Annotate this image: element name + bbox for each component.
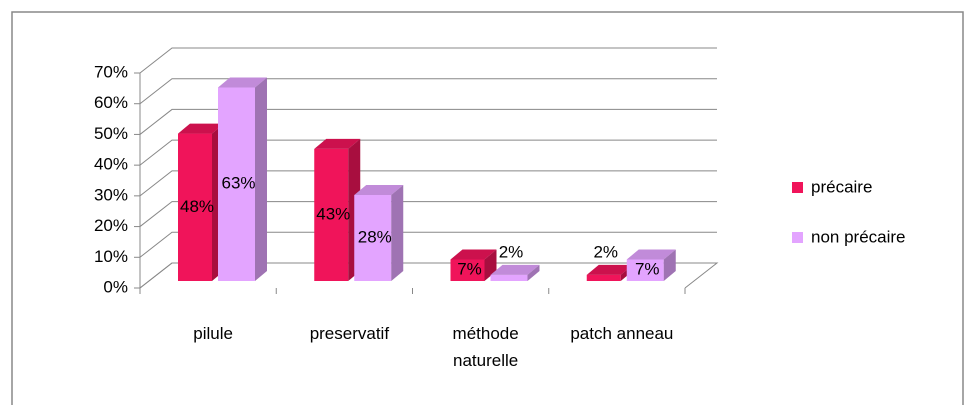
y-tick-label: 50% [94,124,128,143]
grid-line [139,201,717,227]
bar [178,123,224,281]
legend-swatch [792,232,803,243]
value-label: 28% [358,227,392,246]
value-label: 2% [593,242,618,261]
legend-label: précaire [811,177,872,196]
y-tick-label: 30% [94,185,128,204]
y-tick-label: 10% [94,247,128,266]
bar [626,249,676,281]
grid-line [139,47,717,74]
value-label: 48% [180,197,214,216]
x-tick-label: pilule [193,324,233,343]
y-tick-label: 60% [94,93,128,112]
value-label: 7% [635,260,660,279]
y-tick-label: 70% [94,62,128,81]
y-tick-label: 20% [94,216,128,235]
y-tick-label: 40% [94,155,128,174]
x-tick-label: patch anneau [570,324,674,343]
chart-border [11,11,964,405]
bar [490,264,540,281]
bar [314,138,361,281]
grid-line [139,262,717,289]
bar [218,77,267,281]
bar [586,264,633,281]
value-label: 63% [221,174,255,193]
grid-line [139,170,717,197]
legend-swatch [792,182,803,193]
x-tick-label: méthode naturelle [452,324,519,370]
legend-label: non précaire [811,227,906,246]
x-tick-label: preservatif [309,324,390,343]
value-label: 43% [316,204,350,223]
grid-line [139,231,717,258]
value-label: 2% [499,242,524,261]
grid-line [139,78,717,105]
bar [354,185,404,281]
grid-line [139,139,717,166]
value-label: 7% [457,260,482,279]
y-tick-label: 0% [103,277,128,296]
grid-line [139,108,717,135]
